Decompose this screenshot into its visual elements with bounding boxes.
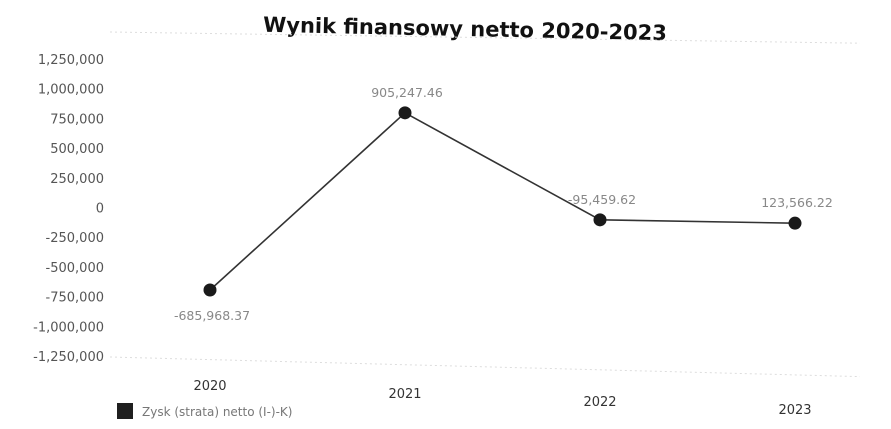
y-tick-label: -500,000 [46,261,104,276]
x-tick-label: 2023 [778,403,811,418]
chart-title: Wynik finansowy netto 2020-2023 [263,13,667,45]
data-point-marker[interactable] [593,213,607,227]
y-axis: 1,250,000 1,000,000 750,000 500,000 250,000 0… [33,53,104,365]
data-point-marker[interactable] [788,216,802,230]
y-tick-label: 0 [96,202,104,217]
legend-swatch [117,403,133,419]
data-label: -95,459.62 [568,192,636,207]
data-point-marker[interactable] [203,283,217,297]
series-line [209,111,796,291]
y-tick-label: 1,000,000 [38,83,104,98]
y-tick-label: -250,000 [46,231,104,246]
x-axis: 2020 2021 2022 2023 [193,379,811,418]
series-layer: -685,968.37 905,247.46 -95,459.62 123,566.2… [174,85,833,323]
y-tick-label: 1,250,000 [38,53,104,68]
y-tick-label: 750,000 [50,112,104,127]
legend-label: Zysk (strata) netto (I-)-K) [142,405,293,419]
data-label: 905,247.46 [371,85,443,100]
x-tick-label: 2022 [583,395,616,410]
y-tick-label: 250,000 [50,172,104,187]
gridlines [109,31,861,378]
x-tick-label: 2020 [193,379,226,394]
data-label: -685,968.37 [174,308,250,323]
y-tick-label: -750,000 [46,291,104,306]
data-label: 123,566.22 [761,195,833,210]
top-rule [109,31,861,44]
y-tick-label: -1,000,000 [33,320,104,335]
x-tick-label: 2021 [388,387,421,402]
data-point-marker[interactable] [398,106,412,120]
y-tick-label: 500,000 [50,142,104,157]
y-tick-label: -1,250,000 [33,350,104,365]
legend[interactable]: Zysk (strata) netto (I-)-K) [117,403,293,419]
baseline-rule [109,356,861,378]
